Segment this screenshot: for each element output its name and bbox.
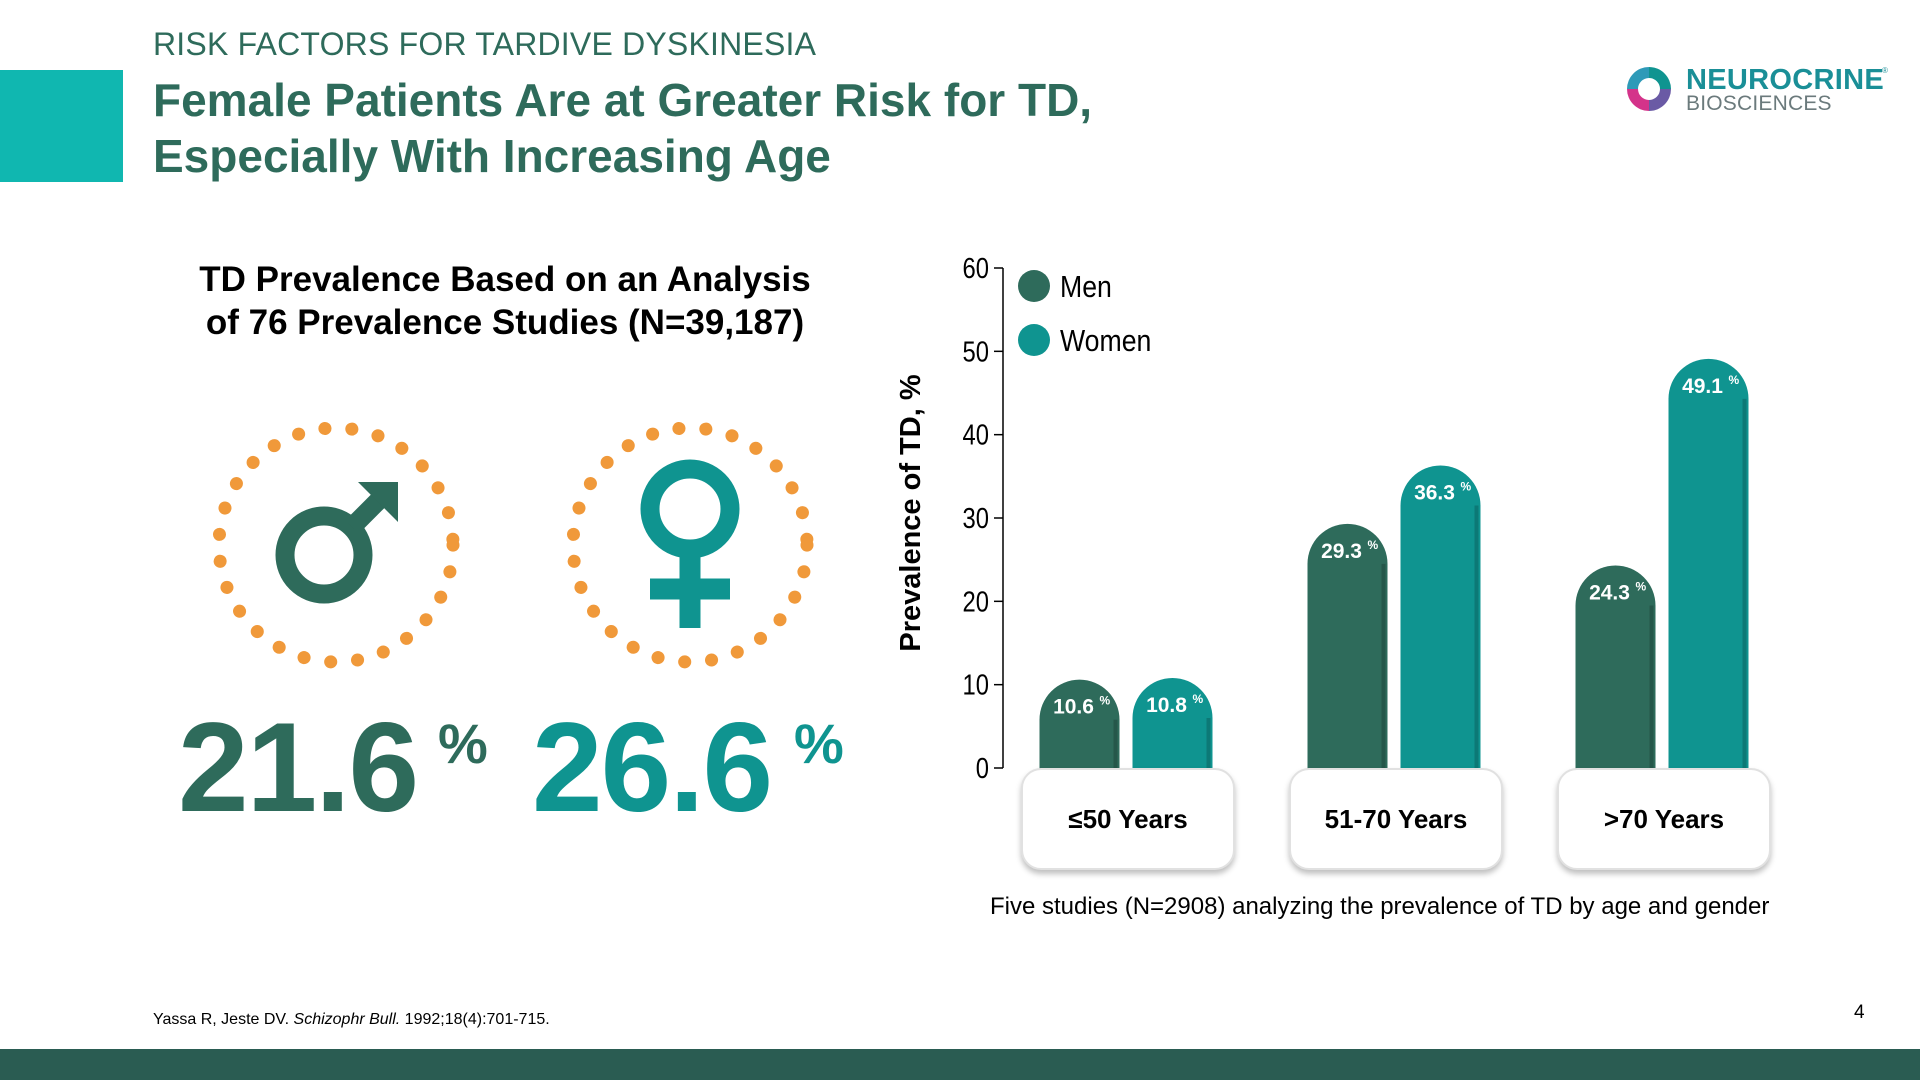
women-prevalence-stat: 26.6 % — [532, 696, 844, 838]
men-prevalence-value: 21.6 — [178, 696, 419, 838]
bar-value-label: 36.3 — [1414, 482, 1455, 505]
y-axis-title: Prevalence of TD, % — [895, 374, 927, 651]
y-tick-label: 50 — [963, 335, 989, 368]
company-logo: NEUROCRINE ® BIOSCIENCES — [1624, 60, 1894, 116]
female-symbol-icon — [640, 459, 740, 628]
prevalence-analysis-title: TD Prevalence Based on an Analysis of 76… — [150, 258, 860, 344]
y-tick-label: 60 — [963, 252, 989, 285]
legend-label-men: Men — [1060, 270, 1112, 304]
gender-symbols-graphic — [212, 421, 814, 669]
prevalence-by-age-chart: 0 10 20 30 40 50 60 Prevalence of TD, % 10.6% 10.… — [895, 252, 1749, 785]
y-tick-label: 10 — [963, 668, 989, 701]
bar-men — [1307, 523, 1388, 778]
men-prevalence-stat: 21.6 % — [178, 696, 488, 838]
category-label: >70 Years — [1603, 804, 1725, 834]
category-label-box: >70 Years — [1557, 768, 1771, 870]
y-tick-label: 40 — [963, 418, 989, 451]
bar-value-percent: % — [1368, 538, 1379, 552]
slide-kicker: RISK FACTORS FOR TARDIVE DYSKINESIA — [153, 26, 817, 62]
bar-value-percent: % — [1461, 480, 1472, 494]
male-symbol-icon — [275, 482, 398, 604]
women-percent-sign: % — [794, 712, 844, 775]
y-tick-label: 20 — [963, 585, 989, 618]
y-tick-label: 30 — [963, 502, 989, 535]
bar-value-label: 10.6 — [1053, 696, 1094, 719]
logo-name: NEUROCRINE — [1686, 64, 1884, 96]
category-label: ≤50 Years — [1068, 804, 1188, 834]
category-label-box: ≤50 Years — [1021, 768, 1235, 870]
accent-block — [0, 70, 123, 182]
bar-value-percent: % — [1636, 580, 1647, 594]
category-label: 51-70 Years — [1324, 804, 1468, 834]
citation-details: 1992;18(4):701-715. — [400, 1011, 550, 1028]
bar-value-percent: % — [1729, 373, 1740, 387]
bar-women — [1668, 358, 1749, 778]
page-number: 4 — [1854, 1002, 1865, 1023]
logo-trademark: ® — [1882, 66, 1888, 75]
bar-men — [1575, 565, 1656, 778]
bar-value-label: 10.8 — [1146, 694, 1187, 717]
logo-subtitle: BIOSCIENCES — [1686, 92, 1832, 115]
legend-swatch-women — [1018, 324, 1050, 356]
slide-title-line-1: Female Patients Are at Greater Risk for … — [153, 74, 1093, 126]
prevalence-analysis-title-line-1: TD Prevalence Based on an Analysis — [199, 260, 811, 299]
legend-swatch-men — [1018, 270, 1050, 302]
men-percent-sign: % — [438, 712, 488, 775]
neurocrine-swirl-icon — [1627, 67, 1671, 111]
male-dotted-ring — [212, 421, 460, 669]
bar-value-label: 29.3 — [1321, 540, 1362, 563]
prevalence-analysis-title-line-2: of 76 Prevalence Studies (N=39,187) — [205, 303, 805, 342]
footer-band — [0, 1049, 1920, 1080]
y-tick-label: 0 — [976, 752, 989, 785]
citation: Yassa R, Jeste DV. Schizophr Bull. 1992;… — [153, 1011, 550, 1029]
women-prevalence-value: 26.6 — [532, 696, 773, 838]
bar-value-percent: % — [1193, 692, 1204, 706]
bar-value-label: 24.3 — [1589, 582, 1630, 605]
slide-title: Female Patients Are at Greater Risk for … — [153, 72, 1203, 184]
slide-title-line-2: Especially With Increasing Age — [153, 130, 831, 182]
bar-value-percent: % — [1100, 694, 1111, 708]
female-dotted-ring — [566, 421, 814, 669]
citation-journal: Schizophr Bull. — [293, 1011, 401, 1028]
legend-label-women: Women — [1060, 324, 1151, 358]
bar-women — [1400, 465, 1481, 778]
bar-women — [1132, 678, 1213, 778]
bar-value-label: 49.1 — [1682, 375, 1723, 398]
category-label-box: 51-70 Years — [1289, 768, 1503, 870]
chart-caption: Five studies (N=2908) analyzing the prev… — [990, 893, 1770, 920]
bar-men — [1039, 679, 1120, 778]
citation-authors: Yassa R, Jeste DV. — [153, 1011, 294, 1028]
